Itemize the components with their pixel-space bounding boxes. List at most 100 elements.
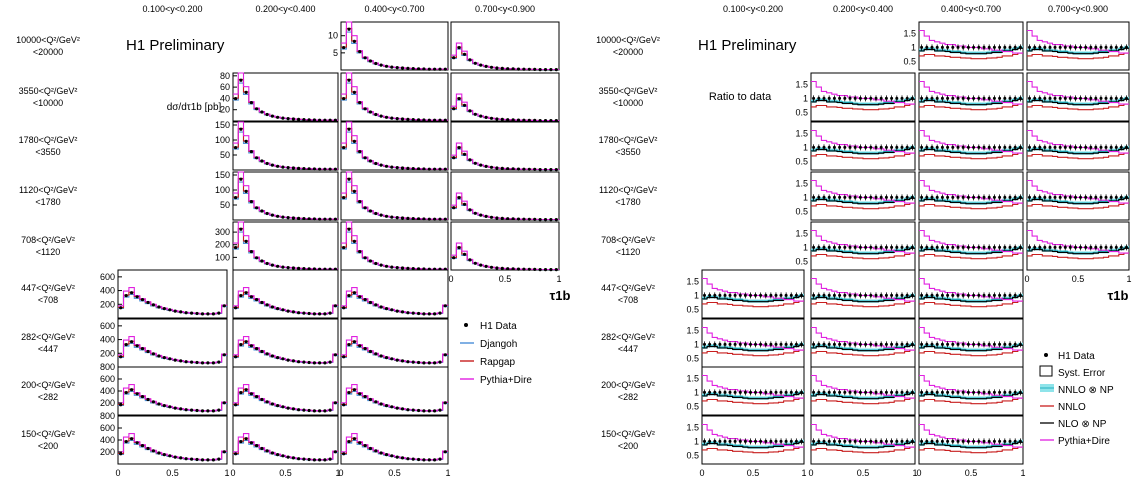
panel-frame — [918, 121, 1024, 171]
data-point — [940, 245, 944, 249]
data-point — [738, 439, 742, 443]
nnlo-np-line — [919, 343, 1023, 351]
data-point — [900, 390, 904, 394]
data-point — [333, 118, 337, 122]
data-point — [749, 293, 752, 297]
data-point — [328, 167, 332, 171]
x-tick-label: 0.5 — [166, 468, 179, 478]
data-point — [179, 310, 183, 314]
data-point — [1048, 45, 1052, 49]
x-tick-label: 0 — [115, 468, 120, 478]
data-point — [249, 295, 253, 299]
data-point — [822, 195, 826, 199]
data-point — [358, 295, 362, 299]
data-point — [822, 293, 826, 297]
data-point — [162, 307, 166, 311]
data-point — [1058, 245, 1062, 249]
data-point — [173, 406, 177, 410]
data-point — [318, 167, 322, 171]
data-point — [1084, 145, 1088, 149]
data-point — [972, 293, 976, 297]
panel — [450, 121, 560, 172]
data-point — [1028, 45, 1031, 49]
row-label: <282 — [618, 392, 638, 402]
data-point — [265, 161, 269, 166]
pythia-dire-line — [811, 179, 915, 204]
nlo-np-line — [919, 247, 1023, 255]
nlo-np-line — [1027, 147, 1129, 155]
y-tick-label: 200 — [215, 240, 230, 250]
data-point — [239, 440, 243, 444]
data-point — [832, 439, 836, 443]
data-point — [910, 439, 914, 443]
data-point — [1058, 145, 1062, 149]
data-point — [812, 293, 816, 297]
data-point — [874, 145, 878, 149]
data-point — [433, 217, 437, 221]
data-point — [935, 96, 939, 100]
nlo-np-line — [1027, 47, 1129, 55]
data-point — [784, 293, 788, 297]
data-point — [1094, 195, 1098, 199]
data-point — [812, 390, 816, 394]
data-point — [411, 311, 415, 315]
x-tick-label: 0.5 — [279, 468, 292, 478]
panel — [340, 221, 449, 271]
data-point — [884, 390, 888, 394]
data-point — [543, 268, 548, 272]
data-point — [489, 265, 494, 269]
data-point — [390, 65, 394, 69]
data-point — [754, 439, 757, 443]
data-point — [406, 166, 410, 170]
data-point — [255, 256, 259, 260]
data-point — [302, 167, 306, 171]
row-label: <10000 — [33, 98, 63, 108]
data-point — [977, 96, 981, 100]
row-label: <3550 — [615, 147, 640, 157]
y-tick-label: 1.5 — [795, 178, 808, 188]
data-point — [858, 293, 862, 297]
pythia-dire-line — [919, 80, 1023, 105]
data-point — [884, 293, 888, 297]
data-point — [260, 110, 264, 114]
data-point — [151, 303, 155, 307]
data-point — [1084, 96, 1088, 100]
data-point — [146, 446, 150, 451]
nnlo-line — [702, 397, 804, 405]
data-point — [910, 195, 914, 199]
panel: 800 600 400 200 — [100, 362, 228, 416]
data-point — [427, 361, 431, 365]
legend-entry: Pythia+Dire — [1058, 436, 1110, 447]
data-point — [779, 293, 783, 297]
data-point — [935, 390, 939, 394]
data-point — [468, 208, 472, 212]
data-point — [1008, 145, 1012, 149]
data-point — [411, 118, 415, 122]
data-point — [352, 90, 356, 94]
data-point — [516, 217, 521, 221]
data-point — [260, 209, 264, 213]
panel-frame — [1026, 121, 1130, 171]
data-point — [1043, 45, 1047, 49]
data-point — [817, 96, 821, 100]
data-point — [270, 213, 274, 217]
data-point — [1013, 293, 1017, 297]
nlo-np-line — [811, 98, 915, 106]
data-point — [473, 61, 477, 65]
column-label: 0.100<y<0.200 — [142, 4, 202, 14]
data-point — [1018, 195, 1022, 199]
data-point — [733, 293, 737, 297]
pythia-dire-line — [451, 142, 559, 171]
data-point — [827, 390, 831, 394]
data-point — [433, 458, 437, 462]
pythia-dire-line — [341, 171, 448, 220]
data-point — [794, 439, 798, 443]
nnlo-line — [919, 252, 1023, 260]
data-point — [323, 167, 327, 171]
data-point — [848, 195, 852, 199]
data-point — [549, 168, 553, 172]
nnlo-np-line — [811, 196, 915, 204]
data-point — [966, 390, 970, 394]
data-point — [255, 206, 259, 210]
data-point — [473, 161, 477, 165]
